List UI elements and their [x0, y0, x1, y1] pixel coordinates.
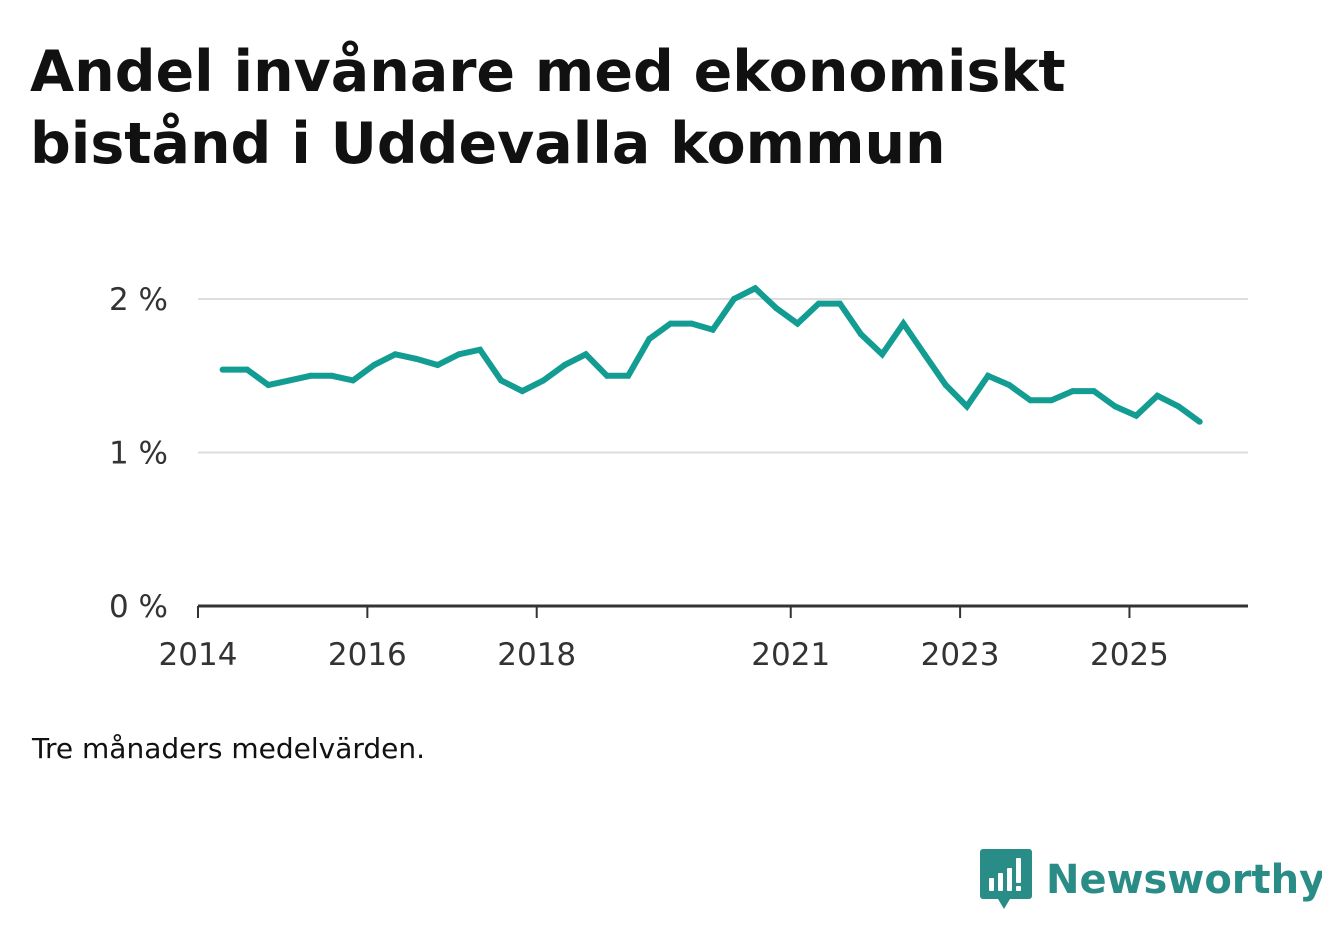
data-point — [1027, 397, 1034, 404]
data-point — [731, 296, 737, 302]
data-point — [434, 362, 441, 368]
data-point — [1175, 403, 1182, 410]
y-axis-labels: 0 % 1 % 2 % — [109, 282, 168, 625]
data-point — [455, 351, 462, 358]
data-point — [1196, 418, 1203, 425]
data-point — [879, 351, 886, 358]
data-point — [836, 300, 843, 307]
data-point — [498, 377, 505, 384]
data-point — [265, 382, 272, 388]
data-point — [350, 377, 356, 384]
chart-title: Andel invånare med ekonomiskt bistånd i … — [30, 39, 1066, 177]
data-point — [1090, 388, 1097, 395]
x-axis — [197, 604, 1248, 618]
data-point — [582, 351, 589, 358]
data-point — [815, 300, 822, 307]
data-point — [688, 320, 695, 327]
x-tick-label: 2018 — [497, 637, 576, 673]
data-point — [604, 372, 610, 379]
series-layer — [219, 284, 1203, 425]
x-tick-label: 2023 — [921, 637, 1000, 673]
y-tick-label: 1 % — [109, 436, 168, 472]
data-point — [709, 326, 716, 333]
data-point — [858, 331, 864, 338]
data-point — [963, 403, 970, 410]
data-point — [1154, 392, 1161, 399]
grid-lines — [198, 298, 1248, 454]
data-point — [561, 362, 568, 368]
x-tick-label: 2025 — [1090, 637, 1169, 673]
data-point — [371, 362, 378, 368]
data-point — [413, 355, 420, 362]
data-point — [307, 372, 314, 379]
data-point — [773, 305, 780, 312]
data-point — [392, 351, 399, 358]
data-point — [667, 320, 674, 327]
data-point — [900, 320, 907, 327]
x-axis-labels: 2014 2016 2018 2021 2023 2025 — [159, 637, 1169, 673]
data-point — [794, 320, 801, 327]
data-point — [244, 366, 251, 373]
data-point — [219, 366, 226, 373]
data-point — [985, 372, 991, 379]
data-point — [752, 285, 759, 292]
x-tick-label: 2021 — [751, 637, 830, 673]
data-point — [328, 372, 335, 379]
data-point — [477, 346, 483, 353]
x-tick-label: 2016 — [328, 637, 407, 673]
brand-name: Newsworthy — [1046, 857, 1322, 903]
data-point — [519, 388, 526, 395]
y-tick-label: 0 % — [109, 589, 168, 625]
chart-note: Tre månaders medelvärden. — [32, 732, 426, 765]
data-point — [625, 372, 632, 379]
data-point — [1069, 388, 1076, 395]
x-tick-label: 2014 — [159, 637, 238, 673]
data-point — [942, 382, 949, 388]
data-point — [1112, 403, 1119, 410]
brand: Newsworthy — [980, 848, 1322, 912]
data-point — [286, 377, 293, 384]
data-point — [646, 335, 653, 342]
data-point — [1133, 412, 1140, 419]
bar-chart-speech-bubble-icon — [980, 849, 1032, 909]
data-point — [540, 377, 547, 384]
data-point — [1048, 397, 1055, 404]
y-tick-label: 2 % — [109, 282, 168, 318]
data-point — [921, 351, 928, 358]
data-point — [1006, 382, 1013, 388]
